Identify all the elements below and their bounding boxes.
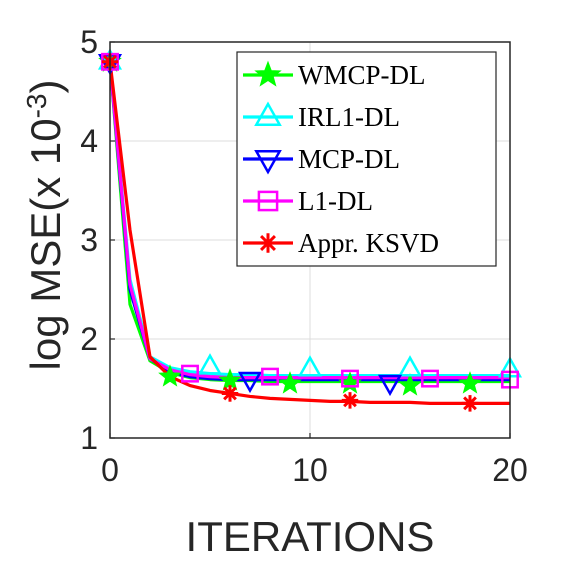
marker-triangle-up	[197, 353, 223, 375]
marker-star	[458, 371, 482, 394]
marker-triangle-up	[397, 355, 423, 377]
marker-asterisk	[221, 385, 239, 402]
marker-triangle-down	[237, 371, 263, 394]
legend-label: Appr. KSVD	[298, 228, 439, 258]
legend-label: WMCP-DL	[298, 60, 426, 90]
x-tick-labels: 0 10 20	[101, 433, 528, 488]
marker-square	[181, 364, 199, 383]
marker-square	[261, 367, 279, 386]
y-axis-label-main: log MSE(x 10	[22, 118, 69, 370]
marker-asterisk	[258, 233, 278, 253]
x-tick-label: 10	[292, 452, 328, 488]
legend-label: MCP-DL	[298, 144, 400, 174]
y-tick-label: 3	[80, 222, 98, 258]
marker-star	[278, 371, 302, 394]
asterisk-stroke	[223, 386, 237, 401]
y-tick-label: 4	[80, 123, 98, 159]
x-axis-label: ITERATIONS	[186, 513, 435, 560]
marker-star	[158, 364, 182, 387]
y-tick-label: 1	[80, 420, 98, 456]
legend-label: IRL1-DL	[298, 102, 400, 132]
legend: WMCP-DL IRL1-DL MCP-DL L1-DL Appr. KSVD	[236, 51, 497, 267]
series-line	[108, 61, 510, 405]
legend-label: L1-DL	[298, 186, 373, 216]
asterisk-stroke	[463, 396, 477, 411]
marker-asterisk	[341, 392, 359, 409]
x-tick-label: 0	[101, 452, 119, 488]
y-axis-label-close: )	[22, 79, 69, 93]
y-axis-label: log MSE(x 10-3)	[21, 79, 69, 370]
y-tick-labels: 1 2 3 4 5	[80, 24, 115, 456]
y-axis-label-exponent: -3	[21, 93, 52, 118]
marker-square	[257, 190, 279, 212]
marker-square	[421, 369, 439, 388]
series-line	[108, 61, 510, 380]
asterisk-stroke	[343, 393, 357, 408]
marker-triangle-down	[377, 374, 403, 397]
marker-triangle-down	[254, 149, 282, 175]
x-tick-label: 20	[492, 452, 528, 488]
marker-asterisk	[461, 395, 479, 412]
y-tick-label: 5	[80, 24, 98, 60]
marker-star	[398, 373, 422, 396]
marker-triangle-up	[297, 355, 323, 377]
marker-star	[254, 60, 282, 87]
asterisk-stroke	[260, 235, 276, 251]
y-tick-label: 2	[80, 321, 98, 357]
marker-triangle-up	[254, 101, 282, 127]
marker-square	[341, 369, 359, 388]
